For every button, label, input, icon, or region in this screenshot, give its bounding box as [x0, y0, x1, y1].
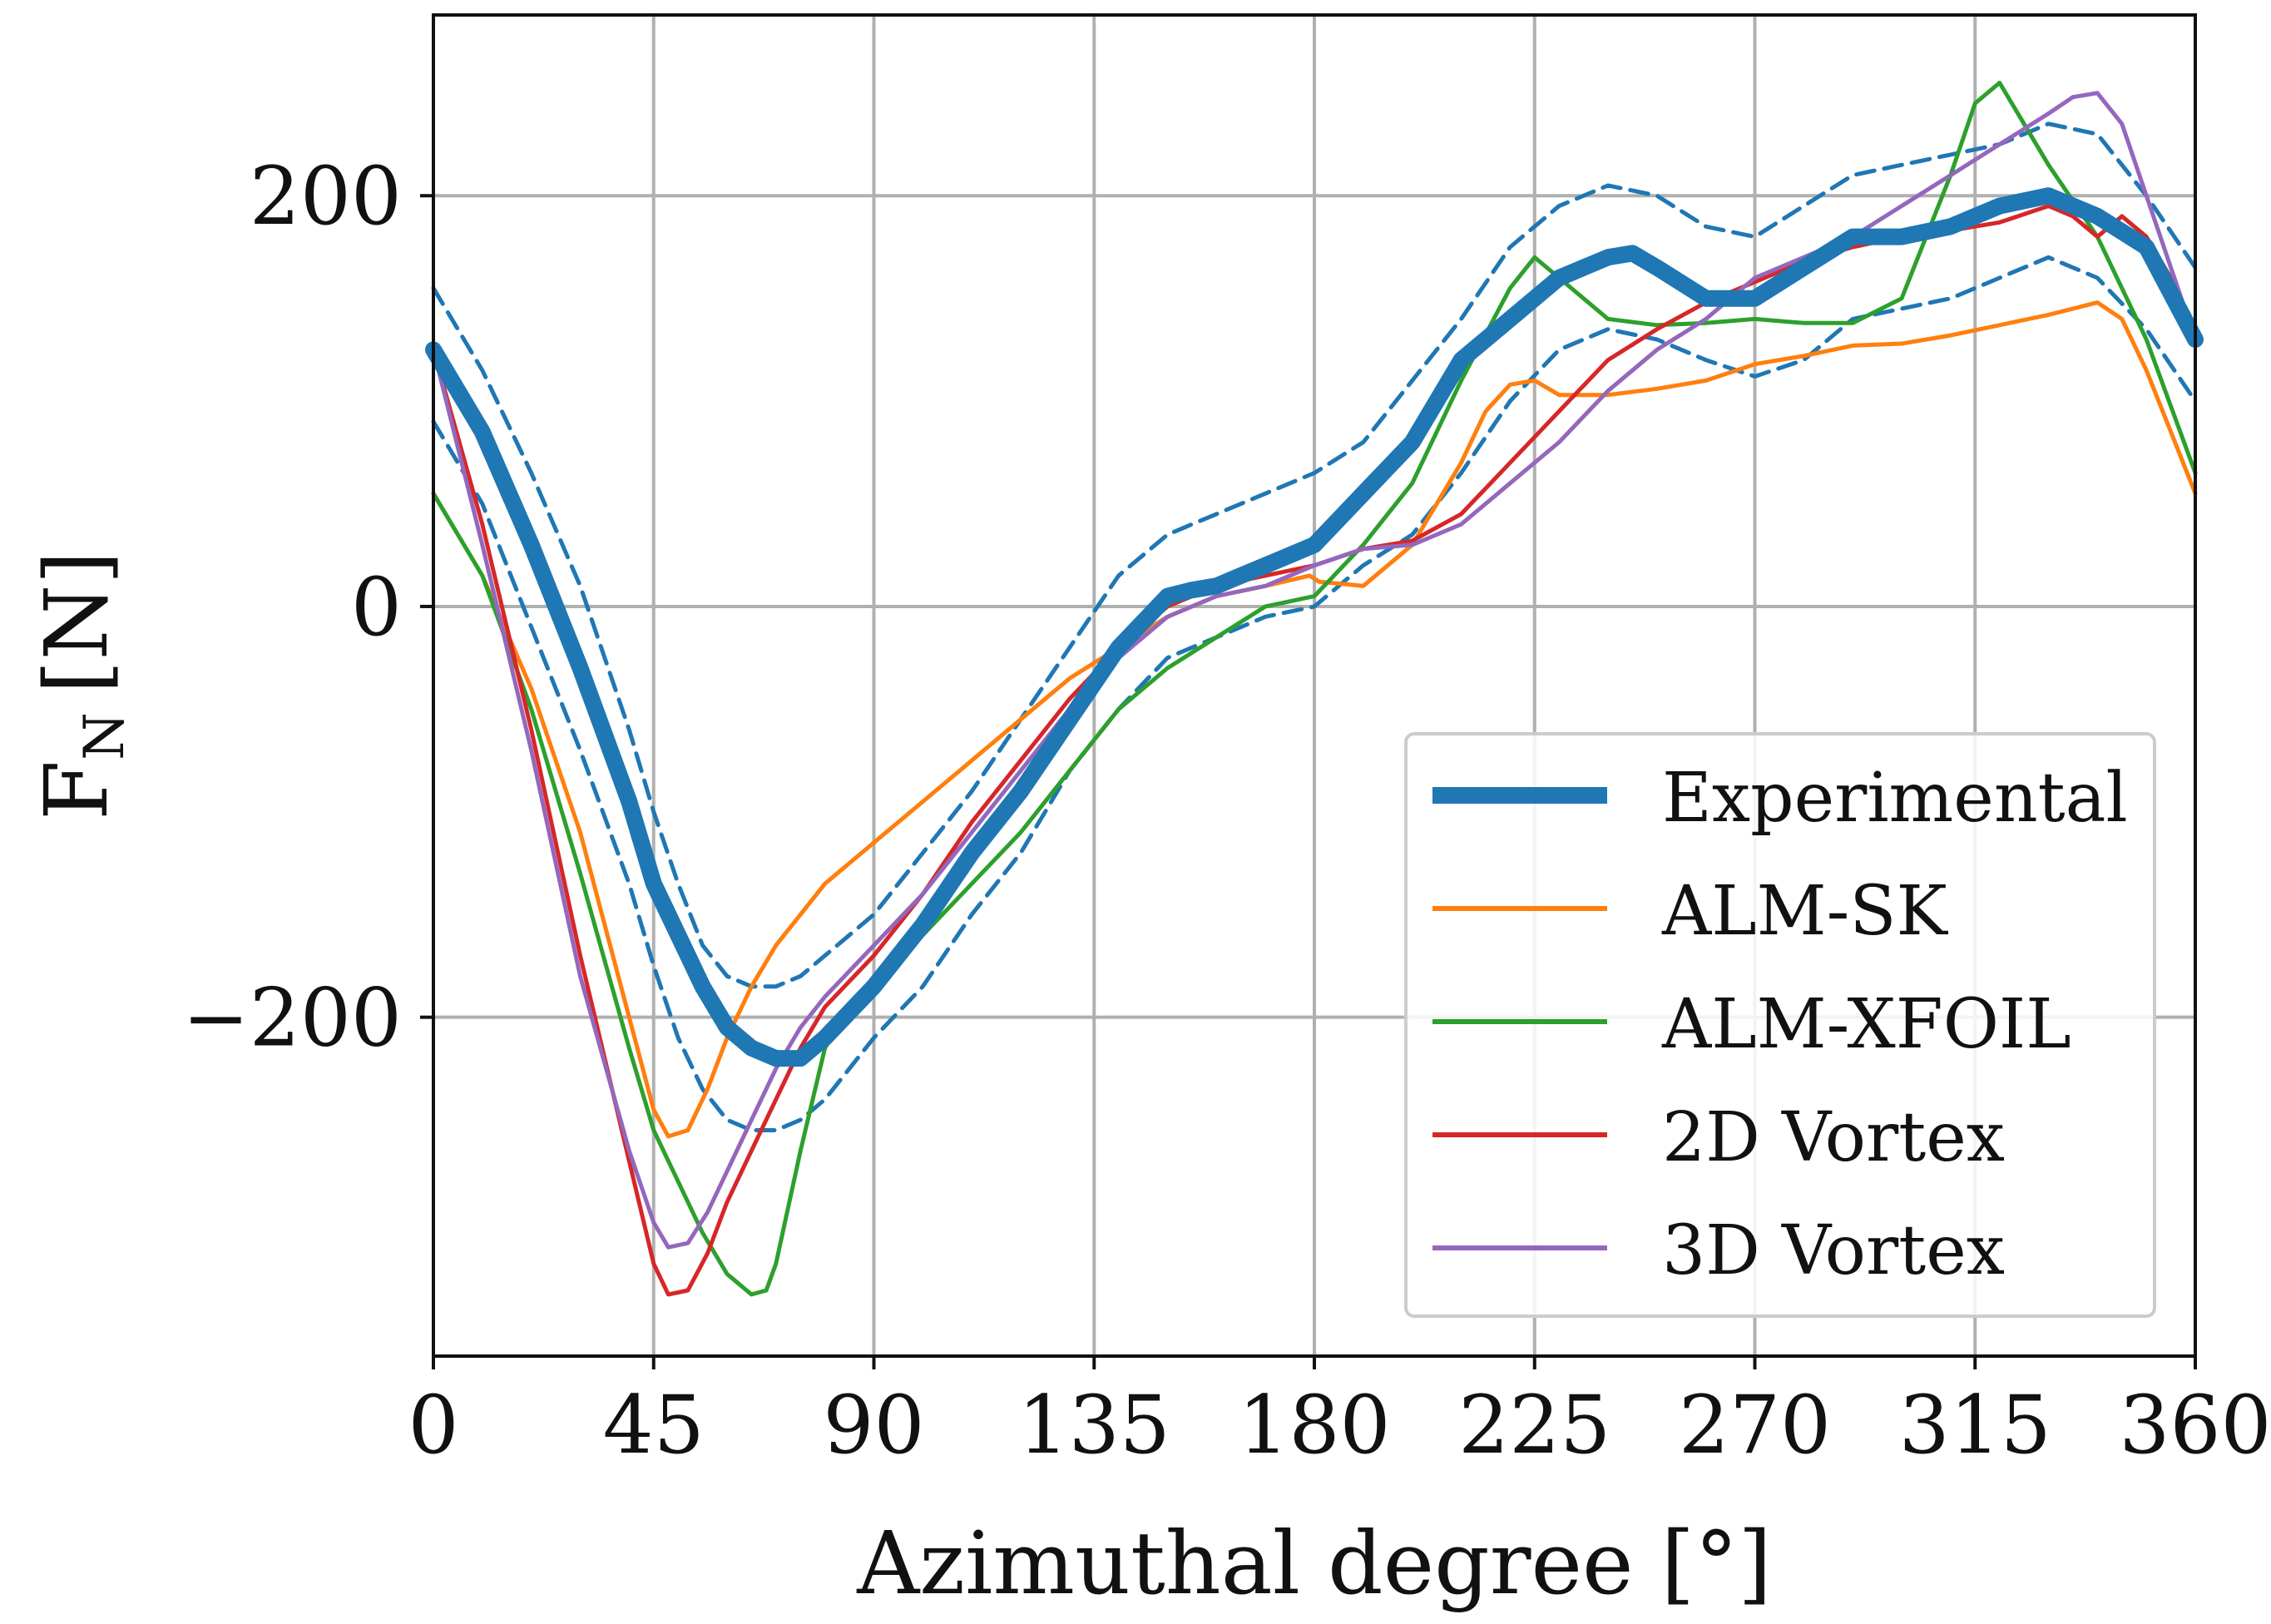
x-tick-label: 135 — [1018, 1379, 1170, 1472]
series-line-experimental — [425, 187, 2204, 1067]
legend-label-experimental: Experimental — [1662, 759, 2128, 838]
y-tick-label: −200 — [182, 972, 402, 1065]
y-tick-label: 0 — [351, 561, 402, 654]
y-axis-ticks: −200 0 200 — [182, 150, 433, 1065]
series-line-3d-vortex — [431, 91, 2198, 1250]
y-axis-label-unit: [N] — [26, 551, 127, 694]
x-tick-label: 225 — [1458, 1379, 1610, 1472]
x-tick-label: 270 — [1679, 1379, 1831, 1472]
x-tick-label: 180 — [1238, 1379, 1390, 1472]
series-line-alm-sk — [431, 300, 2198, 1139]
x-axis-label: Azimuthal degree [°] — [856, 1513, 1772, 1614]
x-tick-label: 360 — [2119, 1379, 2271, 1472]
x-axis-ticks: 0 45 90 135 180 225 270 315 360 — [408, 1356, 2271, 1472]
svg-text:FN[N]: FN [N] — [26, 551, 136, 820]
x-tick-label: 90 — [823, 1379, 924, 1472]
legend-label-alm-sk: ALM-SK — [1661, 872, 1949, 951]
y-axis-label-sub: N — [72, 712, 136, 760]
x-tick-label: 315 — [1899, 1379, 2051, 1472]
legend-label-3d-vortex: 3D Vortex — [1662, 1211, 2005, 1290]
legend-box — [1404, 732, 2156, 1318]
y-axis-label-main: F — [26, 760, 127, 820]
x-tick-label: 0 — [408, 1379, 458, 1472]
series-line-2d-vortex — [431, 204, 2198, 1297]
y-axis-label: FN [N] — [26, 551, 136, 820]
legend-label-2d-vortex: 2D Vortex — [1662, 1098, 2005, 1177]
series-layer — [425, 81, 2204, 1297]
y-tick-label: 200 — [250, 150, 402, 243]
legend-label-alm-xfoil: ALM-XFOIL — [1661, 985, 2071, 1064]
series-line-experimental-upper-bound — [431, 121, 2198, 989]
legend: Experimental ALM-SK ALM-XFOIL 2D Vortex … — [1404, 732, 2156, 1318]
x-tick-label: 45 — [603, 1379, 705, 1472]
